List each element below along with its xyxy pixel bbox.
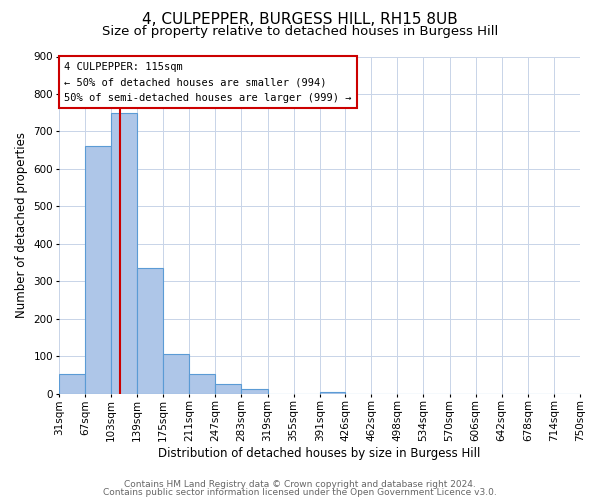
- Bar: [137, 268, 163, 394]
- Bar: [85, 146, 111, 394]
- Y-axis label: Number of detached properties: Number of detached properties: [15, 132, 28, 318]
- X-axis label: Distribution of detached houses by size in Burgess Hill: Distribution of detached houses by size …: [158, 447, 481, 460]
- Bar: [111, 112, 137, 394]
- Text: 4, CULPEPPER, BURGESS HILL, RH15 8UB: 4, CULPEPPER, BURGESS HILL, RH15 8UB: [142, 12, 458, 28]
- Text: Size of property relative to detached houses in Burgess Hill: Size of property relative to detached ho…: [102, 25, 498, 38]
- Bar: [189, 374, 215, 394]
- Bar: [320, 392, 345, 394]
- Text: 4 CULPEPPER: 115sqm
← 50% of detached houses are smaller (994)
50% of semi-detac: 4 CULPEPPER: 115sqm ← 50% of detached ho…: [64, 62, 352, 103]
- Bar: [241, 388, 268, 394]
- Bar: [215, 384, 241, 394]
- Bar: [163, 354, 189, 394]
- Text: Contains public sector information licensed under the Open Government Licence v3: Contains public sector information licen…: [103, 488, 497, 497]
- Text: Contains HM Land Registry data © Crown copyright and database right 2024.: Contains HM Land Registry data © Crown c…: [124, 480, 476, 489]
- Bar: [59, 374, 85, 394]
